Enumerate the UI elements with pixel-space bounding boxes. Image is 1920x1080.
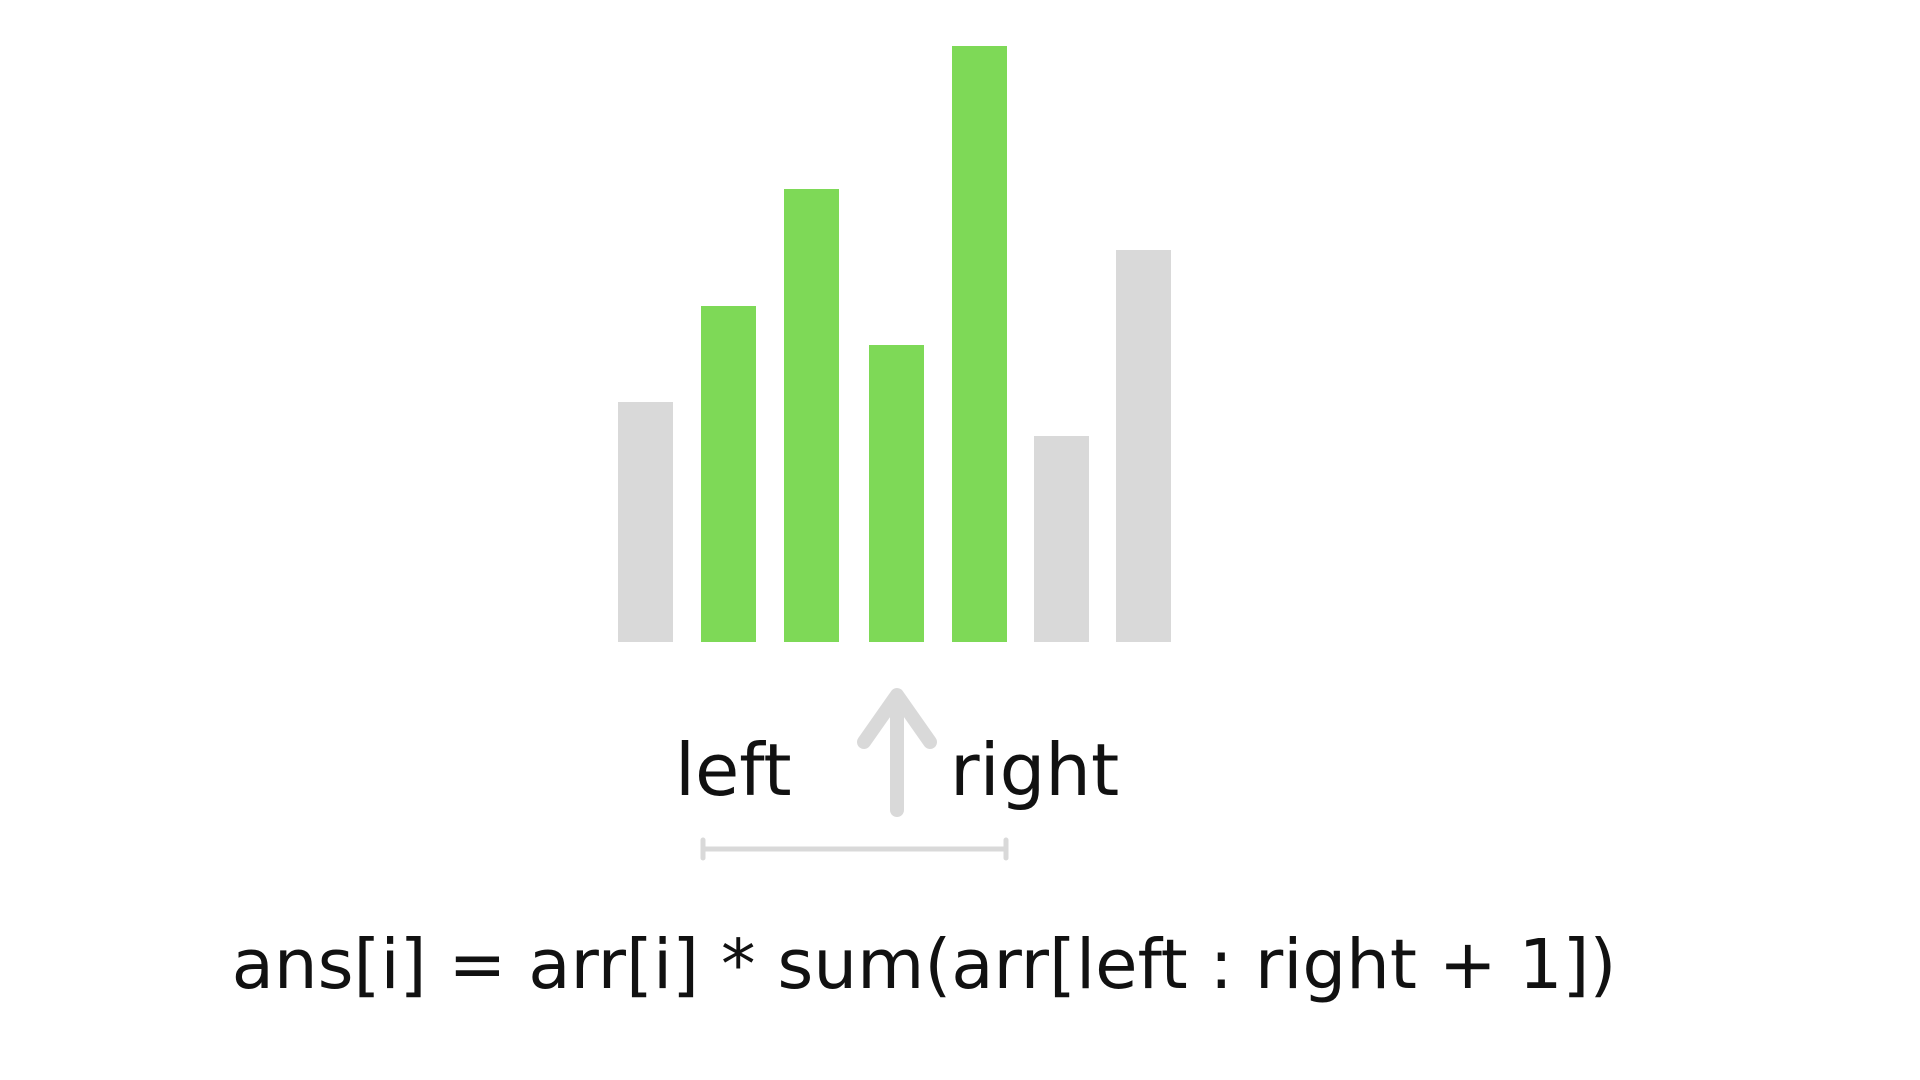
bar-3 xyxy=(869,345,924,642)
bar-6 xyxy=(1116,250,1171,642)
bar-4 xyxy=(952,46,1007,642)
range-bracket xyxy=(700,837,1009,861)
bar-group xyxy=(618,46,1171,642)
arrow-up-icon xyxy=(857,688,937,817)
right-label: right xyxy=(950,728,1119,812)
bar-5 xyxy=(1034,436,1089,642)
left-label: left xyxy=(675,728,792,812)
formula-text: ans[i] = arr[i] * sum(arr[left : right +… xyxy=(232,925,1617,1005)
bar-2 xyxy=(784,189,839,642)
bar-1 xyxy=(701,306,756,642)
bar-0 xyxy=(618,402,673,642)
